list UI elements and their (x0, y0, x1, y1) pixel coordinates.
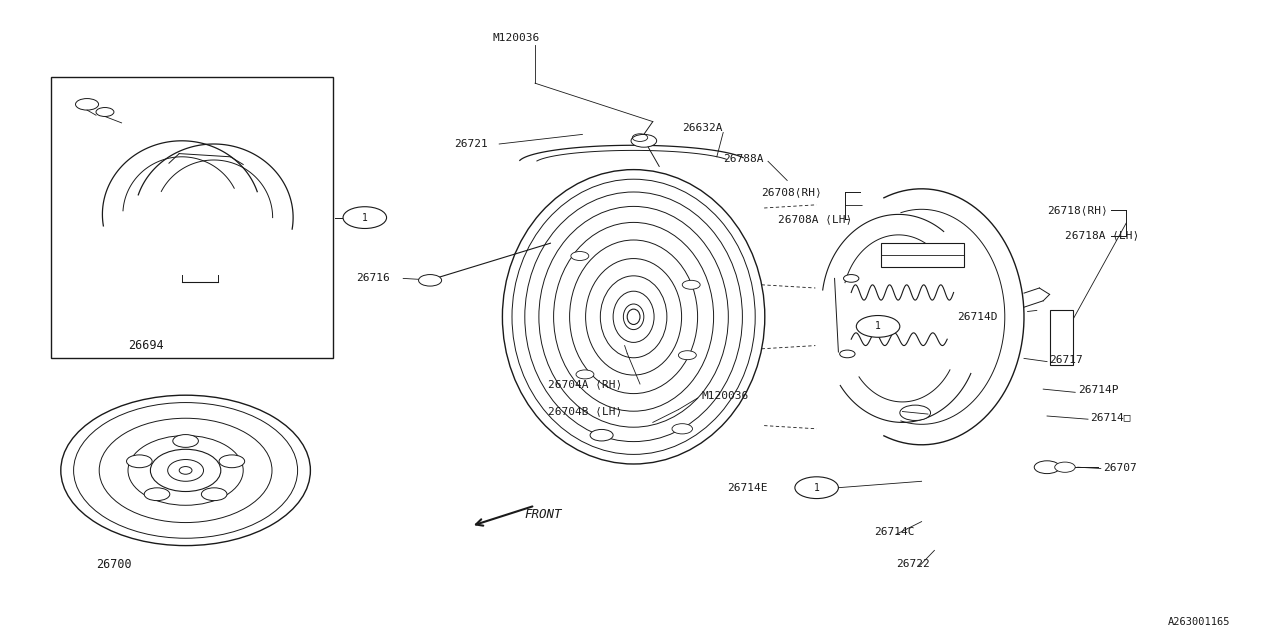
Text: A263001165: A263001165 (1167, 617, 1230, 627)
Text: 26722: 26722 (896, 559, 929, 570)
Ellipse shape (151, 449, 221, 492)
Ellipse shape (503, 170, 765, 464)
Text: 26714D: 26714D (957, 312, 998, 322)
Circle shape (795, 477, 838, 499)
Text: FRONT: FRONT (525, 508, 562, 521)
Text: 26707: 26707 (1103, 463, 1137, 474)
Ellipse shape (627, 309, 640, 324)
Text: 26788A: 26788A (723, 154, 764, 164)
Text: 26718A ⟨LH⟩: 26718A ⟨LH⟩ (1065, 230, 1139, 241)
Circle shape (219, 455, 244, 468)
Text: 26714P: 26714P (1078, 385, 1119, 396)
Circle shape (576, 370, 594, 379)
Text: 26694: 26694 (128, 339, 164, 352)
Text: M120036: M120036 (493, 33, 540, 44)
Text: 26704B ⟨LH⟩: 26704B ⟨LH⟩ (548, 406, 622, 416)
Text: 1: 1 (362, 212, 367, 223)
Ellipse shape (60, 396, 310, 545)
Text: 1: 1 (814, 483, 819, 493)
Text: 26632A: 26632A (682, 123, 723, 133)
Text: 26717: 26717 (1050, 355, 1083, 365)
Circle shape (840, 350, 855, 358)
Bar (51, 77, 333, 358)
Circle shape (844, 275, 859, 282)
Circle shape (343, 207, 387, 228)
Text: 26708A ⟨LH⟩: 26708A ⟨LH⟩ (778, 214, 852, 224)
Text: 26700: 26700 (96, 558, 132, 571)
Text: 26714□: 26714□ (1091, 412, 1132, 422)
Text: 26718⟨RH⟩: 26718⟨RH⟩ (1047, 205, 1107, 215)
Text: 26714C: 26714C (874, 527, 915, 538)
Circle shape (631, 134, 657, 147)
Circle shape (856, 316, 900, 337)
Circle shape (672, 424, 692, 434)
Text: M120036: M120036 (701, 390, 749, 401)
Circle shape (173, 435, 198, 447)
Circle shape (127, 455, 152, 468)
Circle shape (419, 275, 442, 286)
Circle shape (1034, 461, 1060, 474)
Text: 26721: 26721 (454, 139, 488, 149)
Circle shape (678, 351, 696, 360)
Circle shape (571, 252, 589, 260)
Circle shape (145, 488, 170, 500)
Ellipse shape (817, 182, 1027, 451)
Circle shape (900, 405, 931, 420)
Bar (881, 243, 964, 267)
Text: 26708⟨RH⟩: 26708⟨RH⟩ (762, 187, 822, 197)
Circle shape (201, 488, 227, 500)
Bar (1050, 310, 1073, 365)
Circle shape (682, 280, 700, 289)
Text: 26704A ⟨RH⟩: 26704A ⟨RH⟩ (548, 379, 622, 389)
Text: 26714E: 26714E (727, 483, 768, 493)
Text: 26716: 26716 (356, 273, 389, 284)
Circle shape (590, 429, 613, 441)
Text: 1: 1 (876, 321, 881, 332)
Circle shape (1055, 462, 1075, 472)
